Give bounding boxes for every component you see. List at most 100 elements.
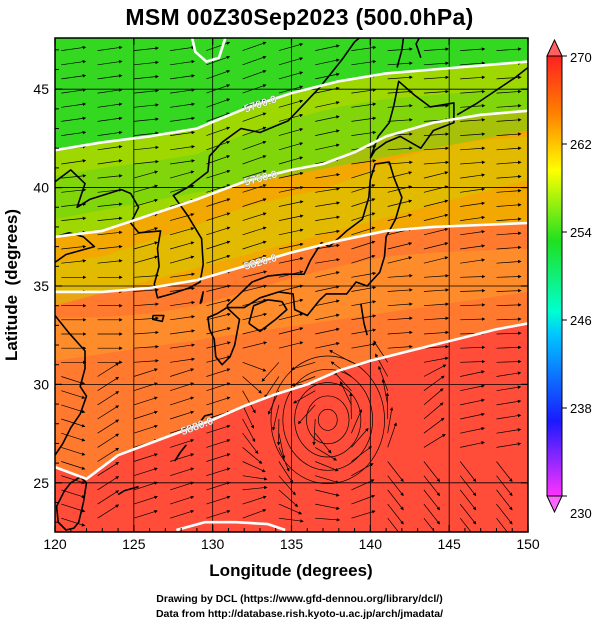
wind-arrow bbox=[496, 259, 522, 264]
coast-japan-hokkaido bbox=[369, 80, 455, 159]
wind-arrow bbox=[460, 288, 486, 293]
wind-arrow bbox=[242, 212, 267, 221]
wind-arrow bbox=[351, 59, 377, 66]
wind-arrow bbox=[278, 186, 304, 193]
wind-arrow bbox=[423, 104, 449, 108]
wind-arrow bbox=[315, 72, 340, 80]
wind-arrow bbox=[133, 103, 159, 108]
wind-arrow bbox=[460, 441, 485, 448]
wind-arrow bbox=[170, 170, 195, 179]
wind-arrow bbox=[423, 417, 445, 434]
wind-arrow bbox=[351, 226, 376, 236]
wind-arrow bbox=[61, 418, 86, 428]
wind-arrow bbox=[242, 475, 268, 481]
wind-arrow bbox=[242, 361, 267, 372]
wind-arrow bbox=[97, 462, 120, 476]
x-axis: 120 125 130 135 140 145 150 bbox=[43, 38, 540, 552]
wind-arrow bbox=[242, 55, 267, 66]
wind-arrow bbox=[460, 384, 485, 392]
wind-arrow bbox=[423, 75, 449, 80]
wind-arrow bbox=[387, 344, 413, 349]
wind-arrow bbox=[423, 274, 449, 278]
colorbar: 230 238 246 254 262 270 bbox=[546, 38, 592, 521]
wind-arrow bbox=[423, 302, 449, 307]
wind-arrow bbox=[61, 517, 86, 527]
wind-arrow bbox=[315, 215, 340, 221]
wind-arrow bbox=[496, 359, 522, 364]
wind-arrow bbox=[423, 330, 449, 335]
wind-arrow bbox=[170, 286, 195, 292]
wind-arrow bbox=[423, 61, 449, 66]
wind-arrow bbox=[387, 118, 413, 122]
wind-arrow bbox=[242, 98, 267, 108]
wind-arrow bbox=[351, 159, 377, 165]
wind-arrow bbox=[387, 75, 413, 80]
wind-arrow bbox=[423, 316, 449, 321]
wind-arrow bbox=[278, 214, 304, 221]
wind-arrow bbox=[460, 173, 486, 179]
wind-arrow bbox=[61, 88, 87, 94]
y-axis: 25 30 35 40 45 bbox=[33, 49, 528, 523]
wind-arrow bbox=[387, 503, 404, 525]
wind-arrow bbox=[278, 85, 304, 94]
wind-arrow bbox=[133, 184, 159, 193]
wind-arrow bbox=[97, 74, 123, 80]
wind-arrow bbox=[387, 407, 394, 434]
wind-arrow bbox=[170, 300, 195, 307]
wind-arrow bbox=[133, 60, 159, 66]
wind-arrow bbox=[496, 189, 522, 193]
wind-arrow bbox=[170, 255, 195, 264]
wind-arrow bbox=[97, 244, 123, 250]
wind-arrow bbox=[169, 410, 195, 420]
wind-arrow bbox=[278, 489, 299, 507]
wind-arrow bbox=[460, 89, 486, 94]
wind-arrow bbox=[496, 132, 522, 136]
colorbar-tick-label: 270 bbox=[570, 50, 592, 65]
wind-arrow bbox=[351, 300, 377, 307]
wind-arrow bbox=[496, 317, 522, 321]
wind-arrow bbox=[387, 256, 413, 264]
wind-arrow bbox=[242, 84, 267, 94]
wind-arrow bbox=[423, 242, 449, 250]
wind-arrow bbox=[97, 259, 123, 264]
colorbar-bottom-arrow bbox=[546, 495, 563, 514]
wind-streamlines bbox=[61, 41, 522, 532]
wind-arrow bbox=[242, 240, 267, 250]
y-axis-label: Latitude (degrees) bbox=[2, 209, 21, 361]
wind-arrow bbox=[423, 434, 446, 448]
wind-arrow bbox=[133, 74, 159, 80]
wind-arrow bbox=[242, 495, 267, 505]
wind-arrow bbox=[459, 475, 477, 497]
wind-arrow bbox=[133, 159, 159, 165]
wind-arrow bbox=[278, 327, 304, 335]
coast-ryukyu-1 bbox=[174, 444, 187, 462]
wind-arrow bbox=[278, 242, 304, 250]
wind-arrow bbox=[133, 330, 159, 335]
wind-arrow bbox=[387, 517, 399, 532]
coast-china-east bbox=[55, 314, 88, 456]
wind-arrow bbox=[278, 200, 304, 207]
wind-arrow bbox=[496, 231, 522, 236]
wind-arrow bbox=[496, 503, 513, 525]
coast-tsushima bbox=[199, 291, 204, 305]
wind-arrow bbox=[351, 446, 372, 462]
wind-arrow bbox=[460, 317, 486, 321]
wind-arrow bbox=[459, 517, 472, 532]
colorbar-tick-label: 238 bbox=[570, 401, 592, 416]
wind-arrow bbox=[423, 89, 449, 94]
wind-arrow bbox=[387, 316, 413, 321]
wind-arrow bbox=[315, 44, 340, 51]
wind-arrow bbox=[351, 254, 376, 264]
wind-arrow bbox=[242, 155, 267, 165]
wind-arrow bbox=[170, 184, 195, 193]
wind-arrow bbox=[61, 461, 86, 470]
wind-arrow bbox=[61, 489, 86, 499]
wind-arrow bbox=[206, 98, 231, 108]
wind-arrow bbox=[61, 202, 87, 207]
wind-arrow bbox=[133, 368, 158, 377]
wind-arrow bbox=[351, 130, 377, 136]
wind-arrow bbox=[133, 198, 159, 207]
wind-arrow bbox=[242, 390, 256, 414]
wind-arrow bbox=[206, 439, 231, 448]
